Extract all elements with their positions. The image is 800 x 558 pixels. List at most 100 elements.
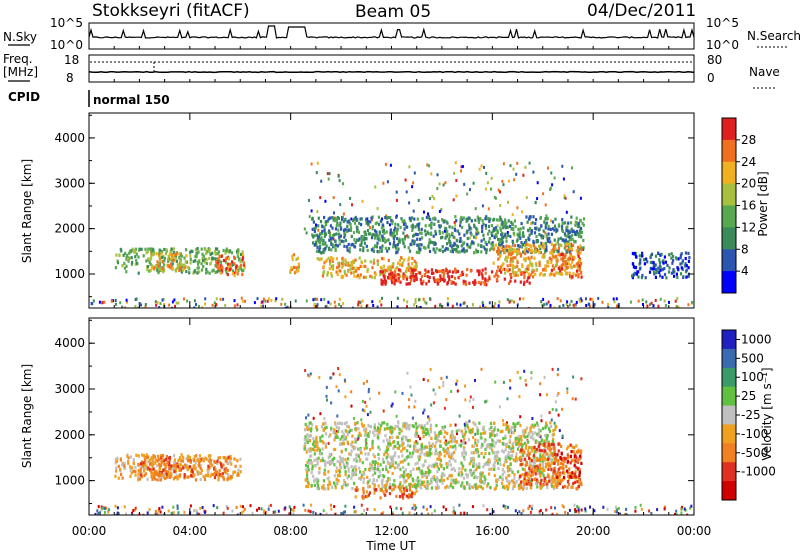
heatmap-cell: [242, 251, 244, 254]
heatmap-cell: [364, 452, 366, 455]
heatmap-cell: [517, 448, 519, 451]
heatmap-cell: [157, 455, 159, 458]
heatmap-cell: [203, 475, 205, 478]
ground-scatter-cell: [564, 511, 566, 514]
heatmap-cell: [339, 422, 341, 425]
heatmap-cell: [531, 249, 533, 252]
scatter-cell: [392, 403, 394, 406]
heatmap-cell: [576, 217, 578, 220]
heatmap-cell: [308, 482, 310, 485]
scatter-cell: [319, 412, 321, 415]
heatmap-cell: [425, 460, 427, 463]
heatmap-cell: [214, 470, 216, 473]
heatmap-cell: [359, 244, 361, 247]
heatmap-cell: [312, 465, 314, 468]
scatter-cell: [459, 224, 461, 227]
scatter-cell: [558, 414, 560, 417]
heatmap-cell: [480, 432, 482, 435]
heatmap-cell: [653, 271, 655, 274]
heatmap-cell: [155, 265, 157, 268]
heatmap-cell: [525, 215, 527, 218]
heatmap-cell: [204, 478, 206, 481]
heatmap-cell: [446, 282, 448, 285]
heatmap-cell: [664, 255, 666, 258]
heatmap-cell: [527, 243, 529, 246]
heatmap-cell: [334, 219, 336, 222]
heatmap-cell: [397, 447, 399, 450]
heatmap-cell: [189, 465, 191, 468]
scatter-cell: [537, 181, 539, 184]
scatter-cell: [436, 187, 438, 190]
scatter-cell: [326, 395, 328, 398]
heatmap-cell: [535, 218, 537, 221]
heatmap-cell: [544, 434, 546, 437]
heatmap-cell: [520, 253, 522, 256]
heatmap-cell: [382, 239, 384, 242]
scatter-cell: [530, 371, 532, 374]
heatmap-cell: [389, 231, 391, 234]
heatmap-cell: [552, 227, 554, 230]
heatmap-cell: [383, 274, 385, 277]
scatter-cell: [518, 395, 520, 398]
scatter-cell: [547, 167, 549, 170]
heatmap-cell: [387, 460, 389, 463]
ground-scatter-cell: [227, 507, 229, 510]
heatmap-cell: [477, 432, 479, 435]
scatter-cell: [351, 203, 353, 206]
heatmap-cell: [445, 233, 447, 236]
heatmap-cell: [639, 254, 641, 257]
heatmap-cell: [484, 452, 486, 455]
heatmap-cell: [556, 263, 558, 266]
scatter-cell: [433, 197, 435, 200]
heatmap-cell: [542, 235, 544, 238]
heatmap-cell: [439, 232, 441, 235]
heatmap-cell: [512, 228, 514, 231]
scatter-cell: [317, 229, 319, 232]
heatmap-cell: [160, 252, 162, 255]
heatmap-cell: [318, 471, 320, 474]
heatmap-cell: [543, 230, 545, 233]
heatmap-cell: [405, 479, 407, 482]
heatmap-cell: [413, 425, 415, 428]
heatmap-cell: [166, 473, 168, 476]
heatmap-cell: [325, 432, 327, 435]
ground-scatter-cell: [254, 301, 256, 304]
heatmap-cell: [528, 264, 530, 267]
heatmap-cell: [484, 432, 486, 435]
heatmap-cell: [663, 262, 665, 265]
heatmap-cell: [506, 269, 508, 272]
ground-scatter-cell: [241, 297, 243, 300]
heatmap-cell: [405, 486, 407, 489]
ground-scatter-cell: [174, 305, 176, 308]
heatmap-cell: [402, 474, 404, 477]
ground-scatter-cell: [589, 298, 591, 301]
heatmap-cell: [152, 462, 154, 465]
heatmap-cell: [397, 421, 399, 424]
heatmap-cell: [522, 231, 524, 234]
scatter-cell: [377, 207, 379, 210]
heatmap-cell: [466, 481, 468, 484]
heatmap-cell: [173, 470, 175, 473]
heatmap-cell: [561, 273, 563, 276]
heatmap-cell: [512, 487, 514, 490]
scatter-cell: [499, 204, 501, 207]
ground-scatter-cell: [618, 507, 620, 510]
heatmap-cell: [543, 221, 545, 224]
scatter-cell: [408, 201, 410, 204]
heatmap-cell: [408, 282, 410, 285]
ground-scatter-cell: [171, 512, 173, 515]
heatmap-cell: [212, 473, 214, 476]
heatmap-cell: [308, 425, 310, 428]
freq-tick-top: 18: [64, 53, 79, 67]
heatmap-cell: [374, 276, 376, 279]
ground-scatter-cell: [498, 300, 500, 303]
ground-scatter-cell: [655, 299, 657, 302]
scatter-cell: [513, 168, 515, 171]
scatter-cell: [524, 166, 526, 169]
scatter-cell: [394, 390, 396, 393]
heatmap-cell: [482, 487, 484, 490]
heatmap-cell: [195, 255, 197, 258]
ground-scatter-cell: [522, 509, 524, 512]
heatmap-cell: [418, 467, 420, 470]
heatmap-cell: [312, 475, 314, 478]
